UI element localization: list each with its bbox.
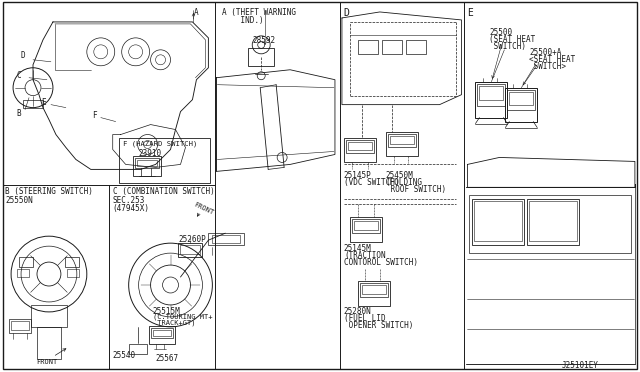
Bar — [17, 269, 29, 277]
Text: 25500+A: 25500+A — [529, 48, 562, 57]
Bar — [346, 140, 374, 154]
Text: D: D — [343, 8, 349, 18]
Text: CONTOROL SWITCH): CONTOROL SWITCH) — [344, 258, 418, 267]
Bar — [348, 141, 372, 150]
Bar — [65, 257, 79, 267]
Bar — [152, 330, 170, 336]
Text: 25515M: 25515M — [152, 307, 180, 316]
Text: F (HAZARD SWITCH): F (HAZARD SWITCH) — [123, 141, 197, 147]
Text: (C.TOURING MT+: (C.TOURING MT+ — [152, 314, 212, 320]
Text: A (THEFT WARNING: A (THEFT WARNING — [222, 8, 296, 17]
Text: IND.): IND.) — [222, 16, 264, 25]
Text: E: E — [467, 8, 474, 18]
Text: C (COMBINATION SWITCH): C (COMBINATION SWITCH) — [113, 187, 214, 196]
Bar — [31, 305, 67, 327]
Text: (TRACTION: (TRACTION — [344, 251, 385, 260]
Bar — [180, 245, 200, 254]
Bar — [212, 235, 240, 243]
Text: SEC.253: SEC.253 — [113, 196, 145, 205]
Text: 25500: 25500 — [490, 28, 513, 37]
Bar — [352, 219, 380, 233]
Bar — [150, 328, 173, 338]
Bar — [388, 134, 415, 147]
Bar — [360, 283, 388, 297]
Text: F: F — [92, 111, 97, 120]
Bar — [382, 40, 402, 54]
Bar — [406, 40, 426, 54]
Bar — [506, 88, 537, 122]
Bar — [470, 195, 631, 253]
Bar — [362, 285, 386, 294]
Bar — [358, 281, 390, 306]
Bar — [472, 199, 524, 245]
Text: A: A — [194, 8, 199, 17]
Text: 25540: 25540 — [113, 351, 136, 360]
Text: 28592: 28592 — [252, 36, 275, 45]
Text: (FUEL LID: (FUEL LID — [344, 314, 385, 323]
Text: 25550N: 25550N — [5, 196, 33, 205]
Bar — [179, 243, 202, 257]
Bar — [386, 132, 418, 157]
Text: 23910: 23910 — [139, 150, 162, 158]
Bar — [137, 160, 157, 166]
Bar — [19, 257, 33, 267]
Text: J25101EY: J25101EY — [562, 361, 599, 370]
Text: B: B — [17, 109, 21, 118]
Text: 25145M: 25145M — [344, 244, 372, 253]
Bar — [476, 82, 508, 118]
Bar — [508, 90, 535, 110]
Bar — [23, 100, 43, 108]
Text: (SEAT HEAT: (SEAT HEAT — [490, 35, 536, 44]
Bar — [9, 319, 31, 333]
Text: SWITCH>: SWITCH> — [529, 62, 566, 71]
Bar — [344, 138, 376, 163]
Text: OPENER SWITCH): OPENER SWITCH) — [344, 321, 413, 330]
Bar — [479, 86, 503, 100]
Text: ROOF SWITCH): ROOF SWITCH) — [386, 185, 446, 194]
Bar — [477, 84, 506, 106]
Bar — [358, 40, 378, 54]
Text: SWITCH): SWITCH) — [490, 42, 527, 51]
Bar — [67, 269, 79, 277]
Bar — [354, 221, 378, 230]
Bar — [390, 135, 413, 144]
Text: (47945X): (47945X) — [113, 204, 150, 213]
Text: (FOLDING: (FOLDING — [386, 179, 423, 187]
Bar — [134, 158, 159, 169]
Text: FRONT: FRONT — [36, 359, 57, 365]
Text: 25280N: 25280N — [344, 307, 372, 316]
Text: C: C — [17, 71, 21, 80]
Bar — [37, 327, 61, 359]
Text: 25145P: 25145P — [344, 171, 372, 180]
Bar — [118, 138, 211, 183]
Text: 25260P: 25260P — [179, 235, 206, 244]
Bar — [209, 233, 244, 245]
Text: 25567: 25567 — [156, 354, 179, 363]
Text: FRONT: FRONT — [193, 201, 214, 216]
Text: (VDC SWITCH): (VDC SWITCH) — [344, 179, 399, 187]
Bar — [11, 321, 29, 330]
Bar — [529, 201, 577, 241]
Text: D: D — [20, 51, 26, 60]
Bar — [509, 92, 533, 105]
Text: E: E — [42, 98, 46, 107]
Text: TRACK+GT): TRACK+GT) — [152, 320, 195, 326]
Bar — [474, 201, 522, 241]
Bar — [350, 217, 382, 242]
Bar — [129, 344, 147, 354]
Bar — [527, 199, 579, 245]
Text: B (STEERING SWITCH): B (STEERING SWITCH) — [5, 187, 93, 196]
Bar — [132, 157, 161, 176]
Bar — [148, 326, 175, 344]
Bar — [248, 48, 274, 66]
Text: 25450M: 25450M — [386, 171, 413, 180]
Text: <SEAT HEAT: <SEAT HEAT — [529, 55, 575, 64]
